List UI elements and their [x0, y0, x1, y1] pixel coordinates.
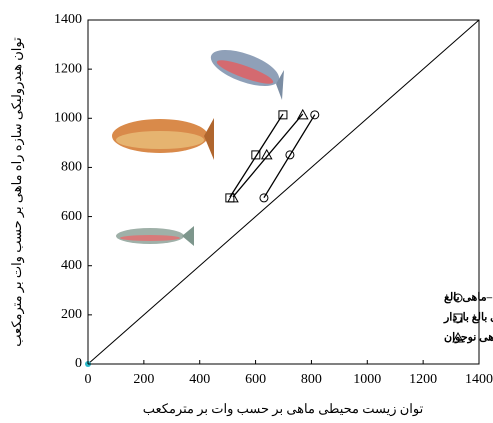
x-tick-label: 600: [245, 372, 266, 387]
legend-marker: [453, 313, 463, 323]
y-tick-label: 1000: [54, 111, 82, 126]
y-tick-label: 1200: [54, 61, 82, 76]
y-tick-label: 0: [75, 356, 82, 371]
x-tick-label: 800: [301, 372, 322, 387]
point: [260, 148, 273, 160]
fit-line: [229, 113, 284, 198]
legend-label: کلاس 3 –ماهی نوجوان: [444, 332, 493, 344]
fit-line: [232, 113, 304, 198]
point: [259, 193, 269, 203]
point: [278, 110, 288, 120]
point: [310, 110, 320, 120]
x-tick-label: 0: [85, 372, 92, 387]
y-tick-label: 1400: [54, 12, 82, 27]
point: [227, 191, 239, 203]
point: [285, 150, 295, 160]
y-axis-title: توان هیدرولیکی سازه راه ماهی بر حسب وات …: [9, 37, 25, 347]
legend-marker: [453, 293, 463, 303]
legend-label: کلاس 2 –ماهی بالغ باردار: [443, 312, 493, 324]
x-tick-label: 1200: [409, 372, 437, 387]
fish-illustration: [112, 49, 284, 246]
x-tick-label: 400: [189, 372, 210, 387]
point: [296, 108, 309, 120]
fit-line: [263, 114, 316, 199]
x-axis-title: توان زیست محیطی ماهی بر حسب وات بر مترمک…: [143, 401, 424, 417]
x-tick-label: 1000: [353, 372, 381, 387]
legend-label: کلاس 1 –ماهی بالغ: [444, 292, 493, 304]
identity-line: [87, 19, 480, 365]
point: [251, 150, 261, 160]
y-tick-label: 200: [61, 307, 82, 322]
x-tick-label: 200: [133, 372, 154, 387]
x-tick-label: 1400: [465, 372, 493, 387]
plot-frame: [87, 19, 480, 365]
y-tick-label: 800: [61, 160, 82, 175]
y-tick-label: 600: [61, 209, 82, 224]
y-tick-label: 400: [61, 258, 82, 273]
legend-marker: [452, 331, 464, 343]
